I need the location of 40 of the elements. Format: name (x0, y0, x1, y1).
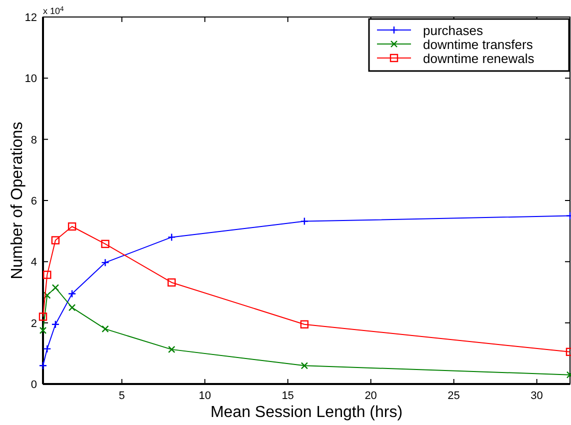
y-tick-label: 2 (30, 318, 37, 330)
legend-label: purchases (423, 23, 484, 38)
y-tick-label: 6 (30, 196, 37, 208)
legend-label: downtime transfers (423, 37, 534, 52)
y-tick-label: 8 (30, 134, 37, 146)
point (300, 217, 309, 226)
point (102, 325, 109, 333)
point (101, 240, 110, 248)
point (300, 362, 308, 370)
x-tick-label: 25 (448, 390, 460, 402)
y-axis-title: Number of Operations (9, 122, 26, 280)
y-tick-label: 0 (30, 379, 37, 391)
point (101, 258, 110, 267)
x-axis-title: Mean Session Length (hrs) (210, 404, 403, 421)
x-tick-label: 5 (118, 390, 125, 402)
point (43, 344, 52, 353)
point (52, 284, 60, 292)
point (51, 320, 60, 328)
point (39, 326, 47, 334)
y-tick-label: 4 (30, 256, 37, 269)
x-tick-label: 20 (364, 390, 377, 402)
point (68, 290, 76, 298)
x-tick-label: 30 (530, 390, 543, 402)
point (51, 236, 60, 244)
point (43, 270, 52, 279)
point (168, 346, 176, 354)
point (168, 233, 176, 242)
point (300, 320, 309, 328)
point (44, 292, 51, 299)
y-tick-label: 10 (24, 73, 37, 86)
point (68, 304, 76, 312)
x-tick-label: 10 (198, 390, 211, 402)
y-tick-label: 12 (24, 12, 37, 24)
point (68, 222, 76, 231)
point (38, 312, 48, 321)
text: x 10$^{4}$ (43, 6, 64, 16)
x-tick-label: 15 (282, 390, 294, 402)
legend-label: downtime renewals (423, 51, 535, 66)
point (38, 362, 48, 370)
point (168, 278, 176, 287)
